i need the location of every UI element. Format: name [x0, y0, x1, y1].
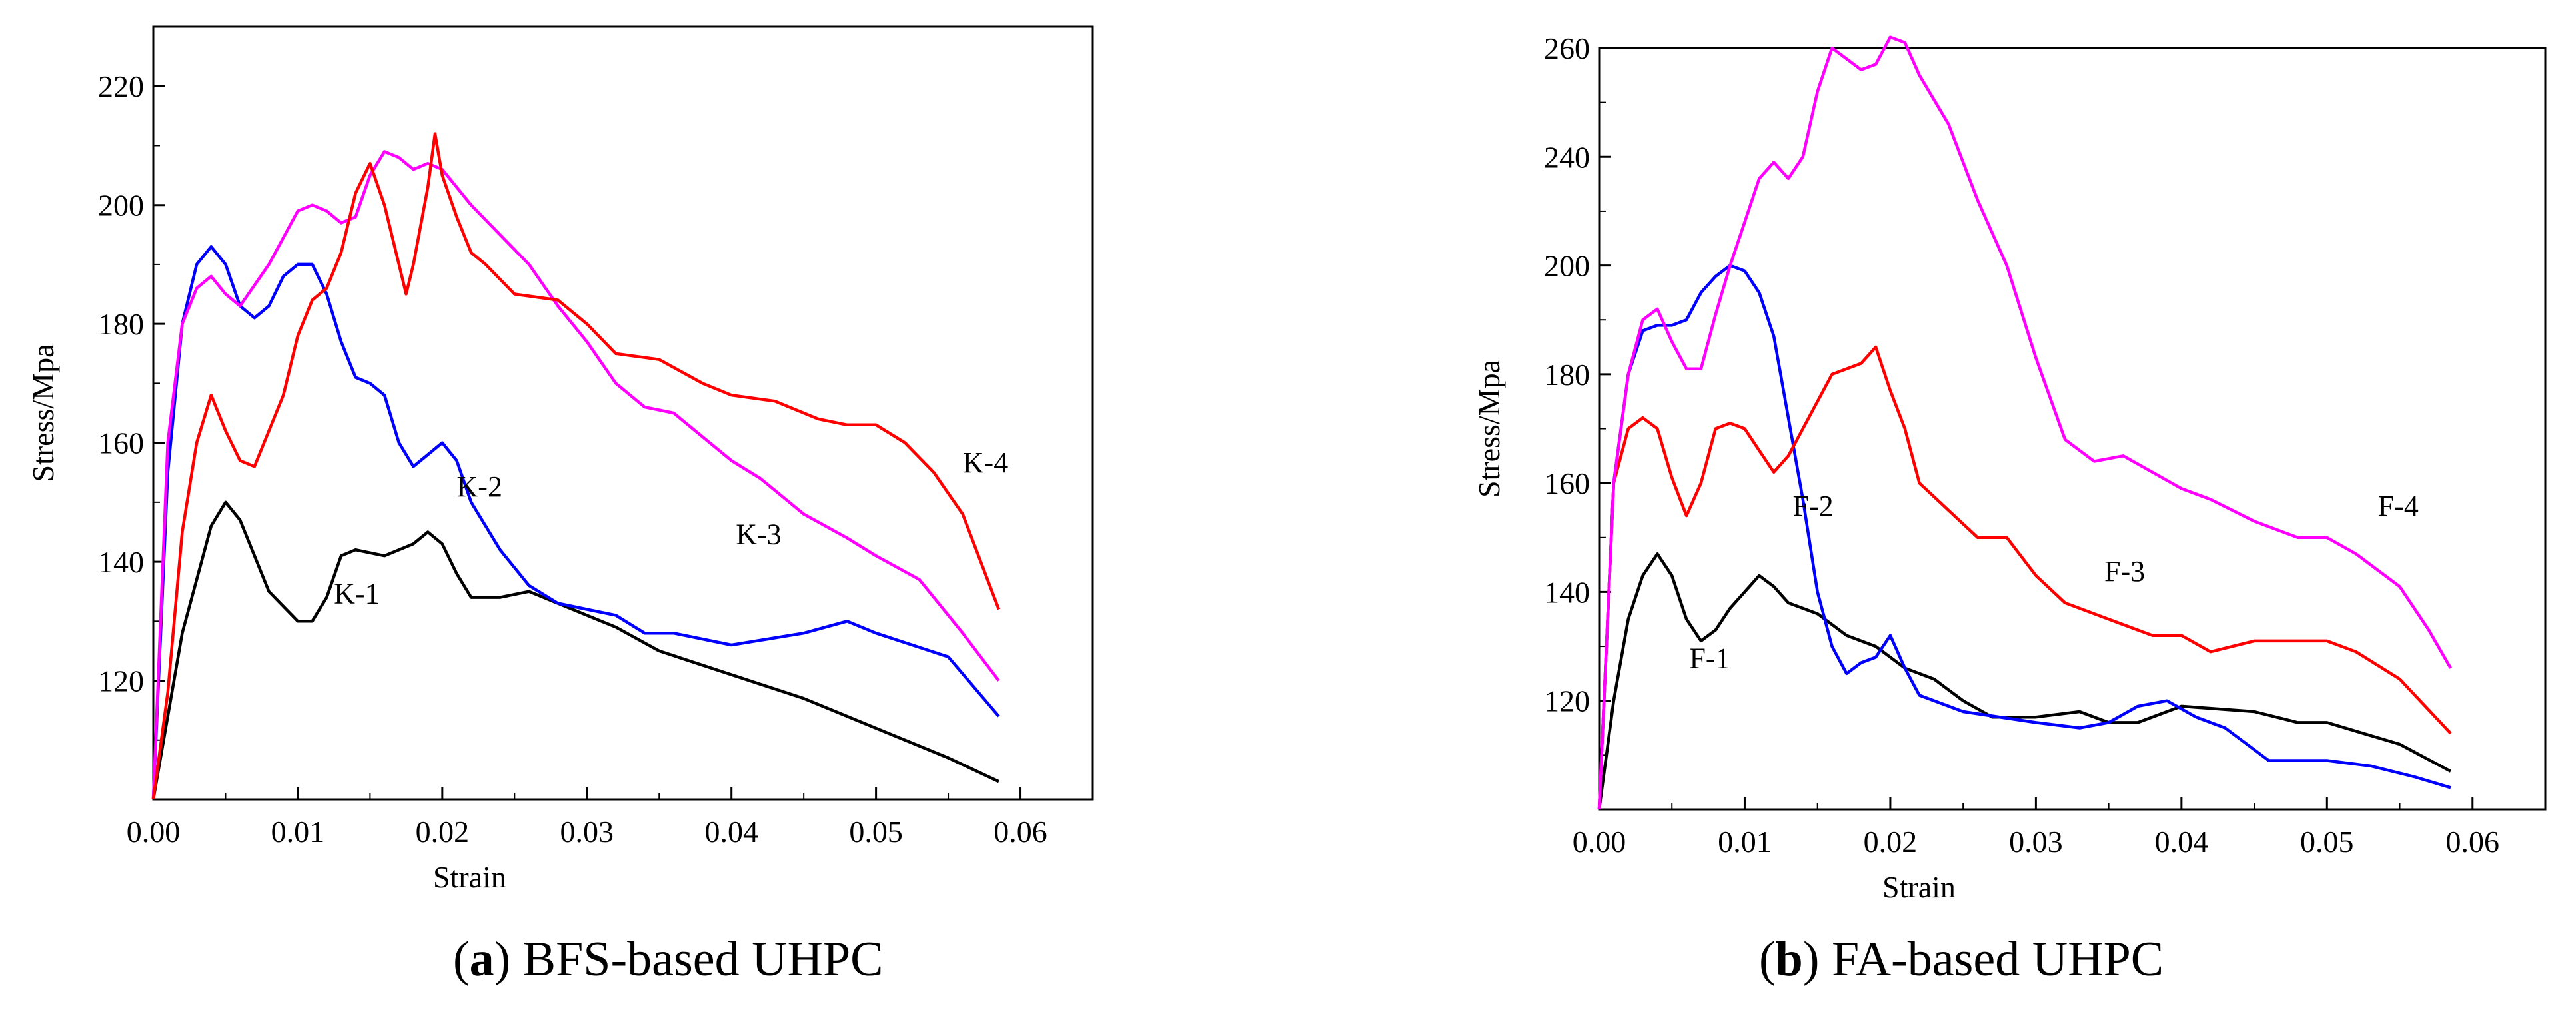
y-tick-label-a-2: 160: [98, 426, 144, 460]
series-label-k-1: K-1: [334, 578, 379, 610]
y-tick-label-b-1: 140: [1544, 575, 1590, 609]
series-line-k-3: [151, 150, 1000, 800]
x-tick-label-b-1: 0.01: [1718, 825, 1772, 859]
series-line-f-1: [1597, 552, 2452, 810]
y-tick-label-a-3: 180: [98, 307, 144, 341]
x-tick-label-b-2: 0.02: [1864, 825, 1918, 859]
caption-a-prefix: (: [453, 932, 470, 987]
panel-b-fa-chart: 0.00 0.01 0.02 0.03 0.04 0.05 0.06 120 140 160 180…: [1472, 31, 2547, 904]
x-tick-label-a-4: 0.04: [704, 815, 758, 849]
x-axis-label-b: Strain: [1882, 870, 1956, 904]
caption-b: (b) FA-based UHPC: [1759, 931, 2164, 988]
series-label-f-4: F-4: [2378, 490, 2419, 522]
y-axis-label-a: Stress/Mpa: [26, 344, 60, 482]
caption-b-text: ) FA-based UHPC: [1802, 932, 2164, 987]
x-tick-label-b-0: 0.00: [1573, 825, 1626, 859]
y-tick-label-b-2: 160: [1544, 466, 1590, 500]
y-tick-label-a-0: 120: [98, 664, 144, 698]
y-tick-label-b-6: 260: [1544, 31, 1590, 65]
series-label-k-3: K-3: [736, 518, 781, 550]
x-tick-label-b-6: 0.06: [2446, 825, 2500, 859]
x-tick-label-b-4: 0.04: [2155, 825, 2209, 859]
x-tick-label-a-6: 0.06: [993, 815, 1047, 849]
series-label-k-2: K-2: [457, 470, 502, 503]
y-tick-label-a-5: 220: [98, 69, 144, 103]
x-tick-label-a-1: 0.01: [271, 815, 325, 849]
series-label-f-2: F-2: [1793, 490, 1834, 522]
series-label-f-3: F-3: [2104, 555, 2145, 588]
x-tick-label-a-5: 0.05: [849, 815, 903, 849]
caption-a-letter: a: [469, 932, 494, 987]
panel-a-bfs-chart: 0.00 0.01 0.02 0.03 0.04 0.05 0.06 120 140 160 180…: [26, 25, 1094, 894]
series-line-k-2: [151, 245, 1000, 800]
series-line-f-3: [1597, 345, 2452, 810]
x-tick-label-a-0: 0.00: [127, 815, 181, 849]
caption-a-text: ) BFS-based UHPC: [494, 932, 884, 987]
plot-frame-a: [152, 25, 1094, 801]
series-line-k-1: [151, 500, 999, 800]
y-tick-label-a-1: 140: [98, 545, 144, 579]
x-tick-label-b-3: 0.03: [2009, 825, 2063, 859]
series-line-f-4: [1597, 35, 2452, 810]
y-tick-label-b-4: 200: [1544, 249, 1590, 283]
y-tick-label-b-3: 180: [1544, 358, 1590, 392]
caption-b-letter: b: [1775, 932, 1803, 987]
caption-b-prefix: (: [1759, 932, 1776, 987]
x-tick-label-a-2: 0.02: [416, 815, 470, 849]
series-line-k-4: [151, 132, 1001, 800]
series-line-f-2: [1597, 264, 2451, 810]
y-tick-label-a-4: 200: [98, 189, 144, 223]
y-axis-label-b: Stress/Mpa: [1472, 360, 1506, 498]
series-label-k-4: K-4: [963, 446, 1008, 479]
x-tick-label-b-5: 0.05: [2300, 825, 2354, 859]
x-axis-label-a: Strain: [433, 860, 506, 894]
series-label-f-1: F-1: [1689, 642, 1730, 675]
x-tick-label-a-3: 0.03: [560, 815, 614, 849]
caption-a: (a) BFS-based UHPC: [453, 931, 884, 988]
y-tick-label-b-5: 240: [1544, 140, 1590, 174]
y-tick-label-b-0: 120: [1544, 684, 1590, 718]
